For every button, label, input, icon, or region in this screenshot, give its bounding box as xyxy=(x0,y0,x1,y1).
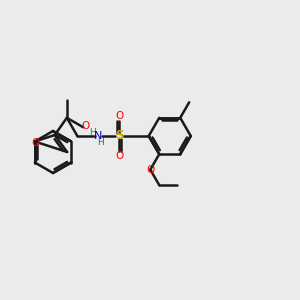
Text: N: N xyxy=(94,131,103,141)
Text: H: H xyxy=(97,139,104,148)
Text: O: O xyxy=(115,151,124,161)
Text: O: O xyxy=(115,111,124,121)
Text: H: H xyxy=(89,128,96,137)
Text: S: S xyxy=(115,130,124,142)
Text: O: O xyxy=(146,165,154,175)
Text: O: O xyxy=(81,121,89,131)
Text: O: O xyxy=(32,137,40,148)
